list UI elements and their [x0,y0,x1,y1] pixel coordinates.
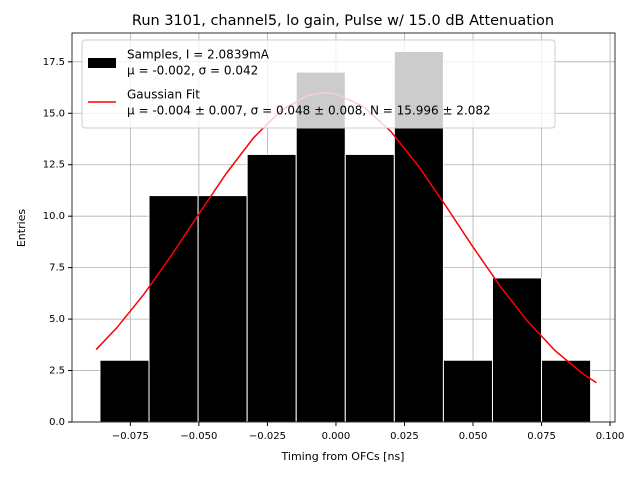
histogram-bar [197,195,248,423]
x-tick-label: −0.025 [249,431,286,442]
histogram-bar [295,71,346,423]
y-tick-label: 12.5 [43,160,65,171]
x-tick-label: 0.100 [596,431,625,442]
histogram-bar [99,359,150,423]
y-axis-label: Entries [15,209,28,248]
y-tick-label: 10.0 [43,211,65,222]
legend-label: μ = -0.004 ± 0.007, σ = 0.048 ± 0.008, N… [127,104,491,118]
histogram-bar [541,359,592,423]
y-tick-label: 17.5 [43,57,65,68]
x-tick-label: −0.075 [112,431,149,442]
histogram-bar [344,153,395,423]
legend-label: Gaussian Fit [127,88,200,102]
y-tick-label: 2.5 [49,366,65,377]
legend-swatch [88,58,116,68]
axes-frame [71,32,616,423]
legend: Samples, I = 2.0839mA μ = -0.002, σ = 0.0… [81,39,556,129]
chart-title: Run 3101, channel5, lo gain, Pulse w/ 15… [132,13,554,29]
legend-label: μ = -0.002, σ = 0.042 [127,64,258,78]
x-tick-label: 0.075 [527,431,556,442]
y-tick-label: 5.0 [49,314,65,325]
histogram-bar [148,195,199,423]
y-tick-label: 15.0 [43,108,65,119]
x-tick-label: 0.050 [459,431,488,442]
y-tick-label: 7.5 [49,263,65,274]
x-tick-label: 0.000 [322,431,351,442]
histogram-bar [491,277,543,423]
legend-box [81,39,556,129]
histogram-bar [246,153,297,423]
x-tick-label: 0.025 [390,431,419,442]
y-tick-label: 0.0 [49,417,65,428]
histogram-bar [442,359,493,423]
legend-label: Samples, I = 2.0839mA [127,48,270,62]
x-tick-label: −0.050 [180,431,217,442]
x-axis-label: Timing from OFCs [ns] [281,450,405,463]
